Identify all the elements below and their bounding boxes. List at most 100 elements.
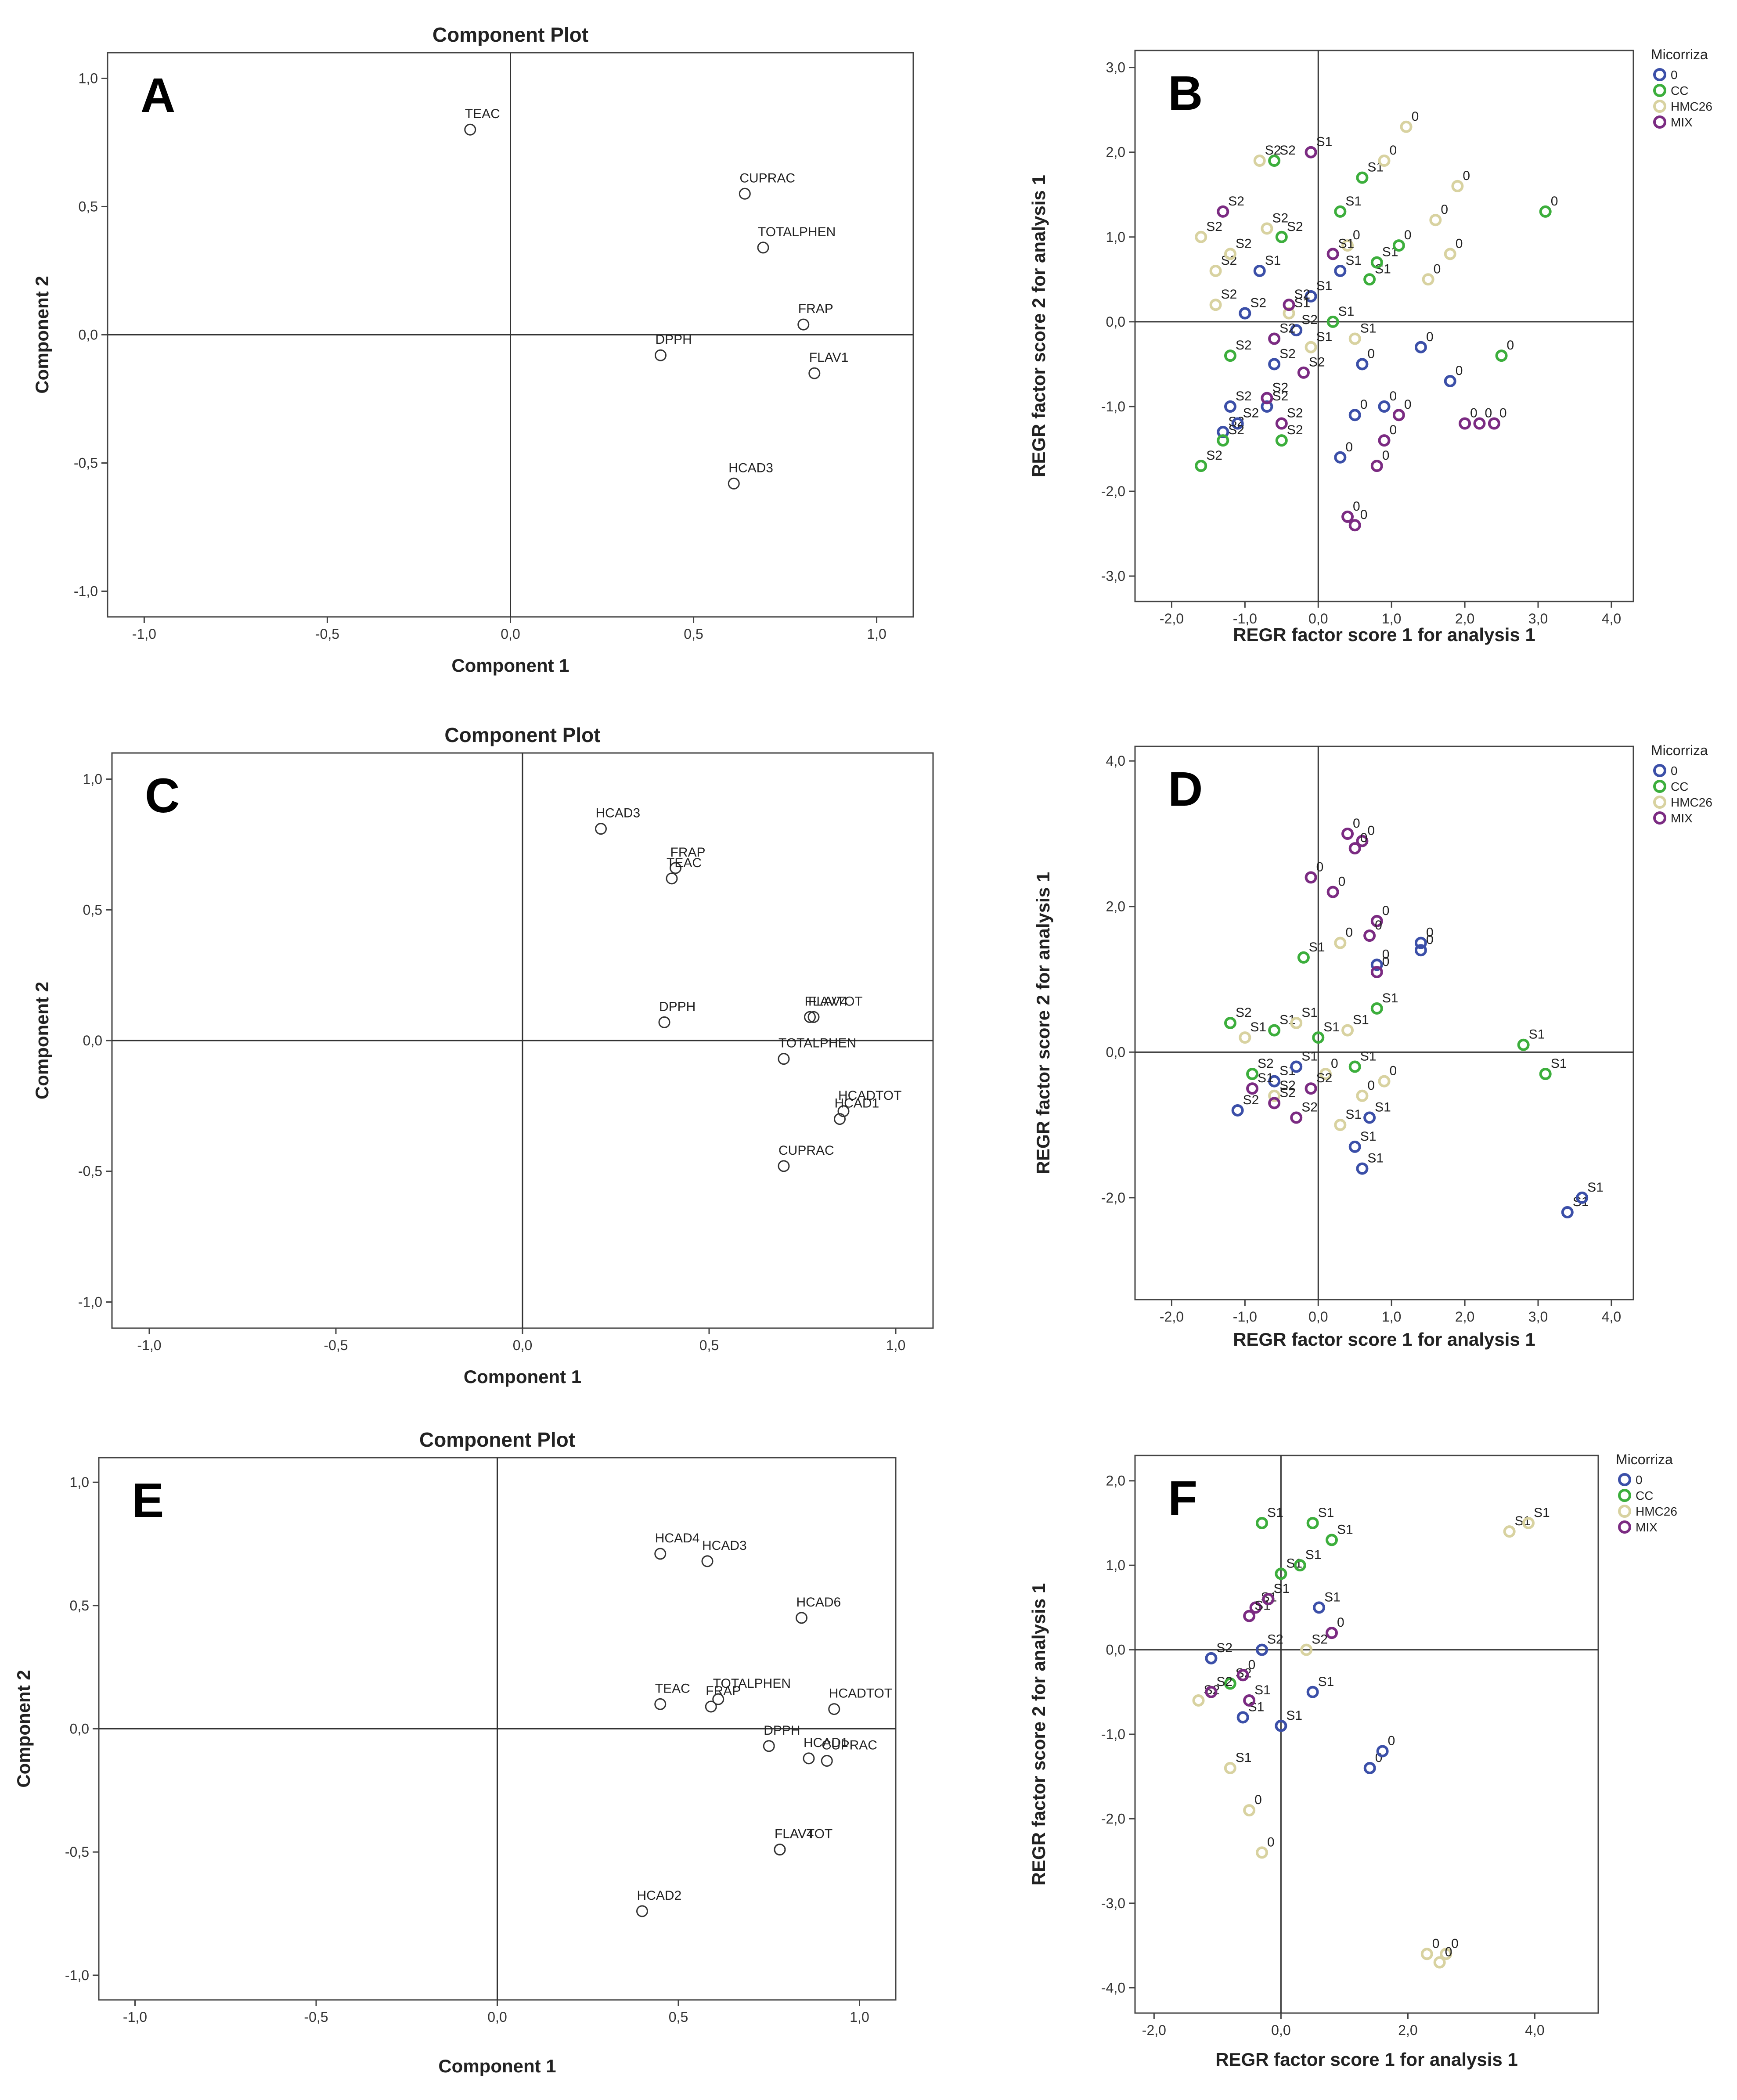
score-point (1256, 1516, 1269, 1529)
loading-point (797, 318, 810, 331)
score-point (1306, 1686, 1319, 1698)
score-point-label: S2 (1236, 338, 1252, 353)
score-point-label: 0 (1432, 1936, 1440, 1951)
score-point-label: 0 (1360, 397, 1368, 412)
y-tick-label: -0,5 (65, 1844, 89, 1860)
score-point (1256, 1643, 1269, 1656)
score-point-label: S1 (1258, 1071, 1274, 1085)
legend-label: HMC26 (1671, 796, 1712, 809)
score-point (1433, 1956, 1446, 1969)
score-point-label: S1 (1273, 1581, 1290, 1596)
score-point (1224, 1761, 1236, 1774)
score-point (1268, 1097, 1281, 1109)
score-point-label: S1 (1316, 135, 1333, 149)
score-point (1205, 1652, 1218, 1664)
x-tick-label: 0,0 (513, 1337, 532, 1353)
score-point (1420, 1948, 1433, 1960)
score-point (1522, 1516, 1535, 1529)
score-point-label: S1 (1305, 1548, 1322, 1562)
plot-frame (1134, 746, 1634, 1300)
score-point (1326, 1627, 1338, 1639)
y-axis-label: REGR factor score 2 for analysis 1 (1033, 872, 1053, 1174)
score-point (1334, 205, 1347, 218)
loading-point (636, 1905, 648, 1917)
loading-point-label: HCAD3 (728, 461, 773, 475)
score-point-label: S1 (1375, 1100, 1391, 1115)
score-point-label: 0 (1412, 109, 1419, 124)
loading-point (654, 349, 667, 361)
y-tick-label: 2,0 (1106, 144, 1125, 160)
y-tick-label: 0,0 (1106, 1642, 1125, 1658)
score-point-label: S1 (1360, 1049, 1377, 1063)
score-point (1517, 1038, 1530, 1051)
score-point (1262, 1593, 1275, 1606)
x-axis-label: Component 1 (438, 2056, 556, 2076)
x-tick-label: 1,0 (1382, 1309, 1401, 1325)
x-tick-label: 3,0 (1528, 611, 1548, 627)
score-point (1356, 1162, 1369, 1175)
score-point (1294, 1559, 1306, 1572)
score-point (1275, 1719, 1287, 1732)
x-tick-label: 0,0 (1308, 1309, 1328, 1325)
score-point (1341, 239, 1354, 252)
loading-point (804, 1011, 816, 1023)
score-point-label: S1 (1338, 236, 1355, 251)
x-tick-label: 2,0 (1398, 2022, 1417, 2038)
score-point-label: 0 (1267, 1835, 1275, 1849)
loading-point (658, 1016, 670, 1028)
score-point (1348, 519, 1361, 532)
score-point (1231, 1104, 1244, 1117)
score-point (1326, 315, 1339, 328)
legend-label: HMC26 (1636, 1505, 1677, 1518)
x-tick-label: 0,5 (699, 1337, 719, 1353)
score-point (1392, 409, 1405, 421)
x-tick-label: 2,0 (1455, 1309, 1474, 1325)
score-point (1370, 1002, 1383, 1015)
x-tick-label: 4,0 (1525, 2022, 1544, 2038)
x-axis-label: Component 1 (464, 1366, 581, 1387)
y-tick-label: -1,0 (74, 584, 98, 599)
y-tick-label: -2,0 (1101, 1190, 1125, 1206)
x-axis-label: REGR factor score 1 for analysis 1 (1233, 624, 1535, 645)
score-point-label: 0 (1316, 860, 1324, 874)
x-tick-label: -0,5 (324, 1337, 348, 1353)
loading-point (778, 1053, 790, 1065)
score-point-label: S2 (1294, 287, 1311, 302)
y-tick-label: -2,0 (1101, 1811, 1125, 1826)
score-point (1444, 248, 1456, 260)
legend-label: 0 (1671, 68, 1678, 82)
score-point-label: S2 (1279, 143, 1296, 158)
x-axis-label: REGR factor score 1 for analysis 1 (1215, 2049, 1518, 2070)
score-point-label: S2 (1206, 448, 1222, 463)
panel-b: -2,0 -1,0 0,0 1,0 2,0 3,0 4,0 3,0 2,0 1,0 0,0 -1,0 -… (1028, 47, 1712, 645)
x-tick-label: -1,0 (1233, 1309, 1257, 1325)
score-point-label: 0 (1485, 406, 1492, 421)
loading-point (728, 477, 740, 490)
score-point (1370, 958, 1383, 971)
score-point (1414, 937, 1427, 949)
loading-point-label: HCADTOT (838, 1088, 901, 1103)
loading-point-label: DPPH (659, 999, 696, 1014)
score-point-label: 0 (1375, 918, 1382, 933)
score-point-label: 0 (1390, 143, 1397, 158)
x-tick-label: 1,0 (850, 2009, 869, 2025)
score-point-label: S2 (1272, 389, 1288, 403)
loading-point (828, 1703, 840, 1715)
score-point (1290, 1060, 1303, 1073)
score-point-label: 0 (1382, 955, 1390, 969)
y-tick-label: 1,0 (70, 1474, 89, 1490)
y-tick-label: 4,0 (1106, 753, 1125, 769)
score-point-label: S1 (1286, 1708, 1302, 1723)
loading-point-label: TOTALPHEN (713, 1676, 791, 1691)
x-tick-label: 0,5 (684, 626, 703, 642)
loading-point-label: FLAVTOT (775, 1827, 832, 1841)
score-point-label: 0 (1426, 330, 1434, 344)
score-point-label: S2 (1221, 287, 1237, 302)
y-tick-label: -1,0 (1101, 1726, 1125, 1742)
loading-point-label: CUPRAC (739, 171, 795, 185)
score-point-label: 0 (1331, 1056, 1338, 1071)
score-point (1300, 1643, 1313, 1656)
panel-d: -2,0 -1,0 0,0 1,0 2,0 3,0 4,0 4,0 2,0 0,0 -2,0 REGR… (1033, 742, 1712, 1350)
score-point (1261, 222, 1273, 235)
